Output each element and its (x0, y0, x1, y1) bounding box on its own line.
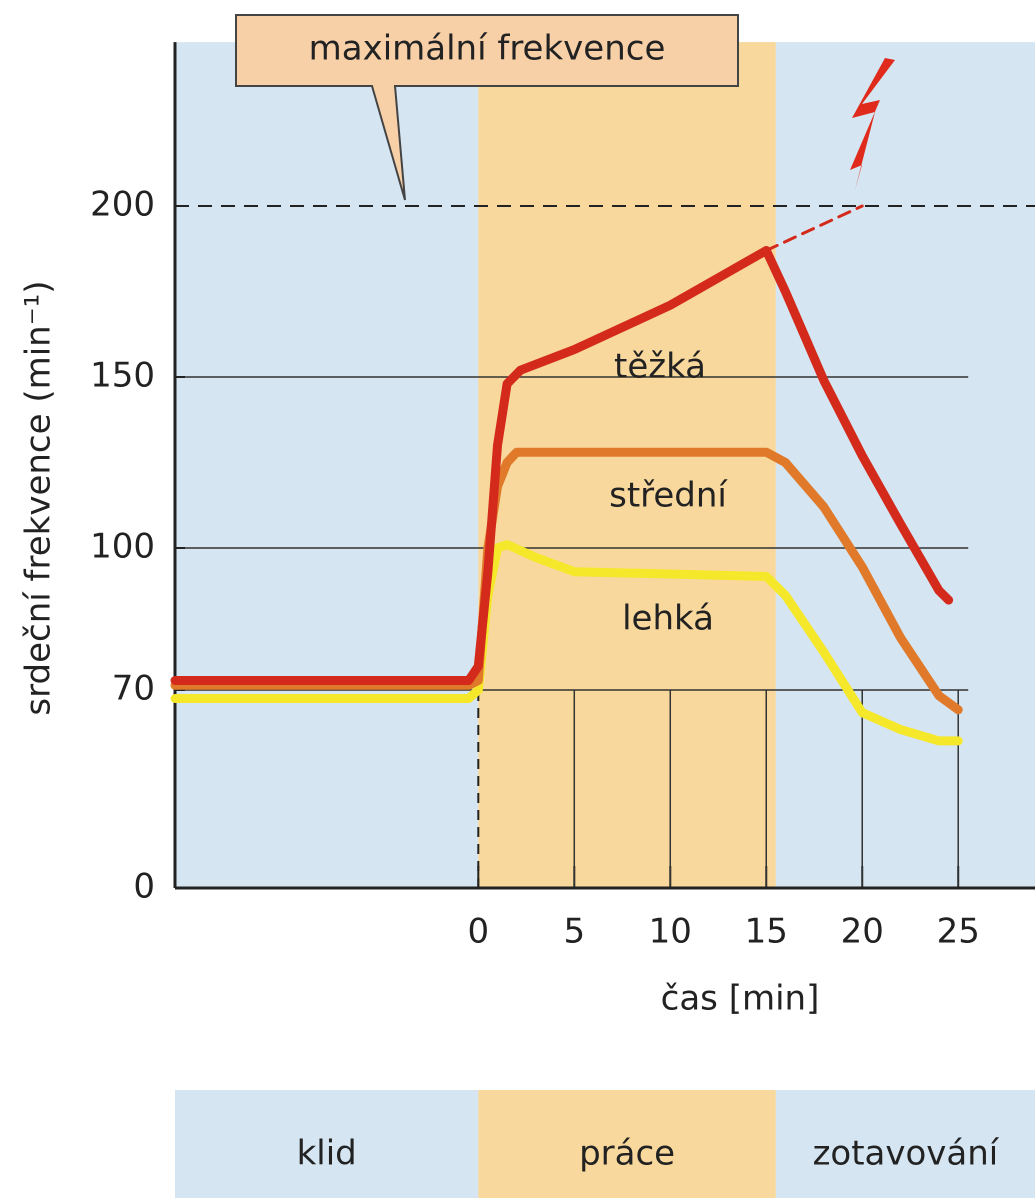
phase-band (175, 42, 479, 889)
phase-label: zotavování (813, 1134, 1000, 1174)
background: klid práce zotavování (175, 42, 1035, 1198)
y-tick-label: 200 (90, 185, 155, 225)
x-tick-label: 0 (467, 912, 489, 952)
phase-label: práce (579, 1134, 675, 1174)
callout-box (235, 14, 739, 201)
series-label: střední (609, 476, 728, 516)
phase-box (175, 1090, 479, 1198)
phase-band (775, 42, 1035, 889)
callout: maximální frekvence (235, 14, 739, 201)
phase-band (478, 42, 776, 889)
y-tick-label: 100 (90, 527, 155, 567)
x-tick-label: 25 (937, 912, 980, 952)
x-tick-label: 15 (745, 912, 788, 952)
phase-box (478, 1090, 776, 1198)
x-tick-label: 5 (563, 912, 585, 952)
x-tick-label: 10 (649, 912, 692, 952)
plot: 0 70 100 150 200 0 5 10 15 20 25 lehká střední těžká (90, 42, 1035, 952)
phase-label: klid (297, 1134, 357, 1174)
phase-box (775, 1090, 1035, 1198)
y-axis-label: srdeční frekvence (min⁻¹) (19, 280, 59, 715)
extension-line (764, 204, 864, 252)
series-label: lehká (622, 599, 714, 639)
x-axis-label: čas [min] (661, 979, 820, 1019)
annotation: maximální frekvence (309, 29, 666, 69)
series-label: těžká (614, 347, 706, 387)
y-tick-label: 70 (112, 669, 155, 709)
x-tick-label: 20 (841, 912, 884, 952)
y-tick-label: 150 (90, 356, 155, 396)
y-tick-label: 0 (133, 867, 155, 907)
series-line (170, 246, 954, 685)
lightning (850, 58, 895, 190)
